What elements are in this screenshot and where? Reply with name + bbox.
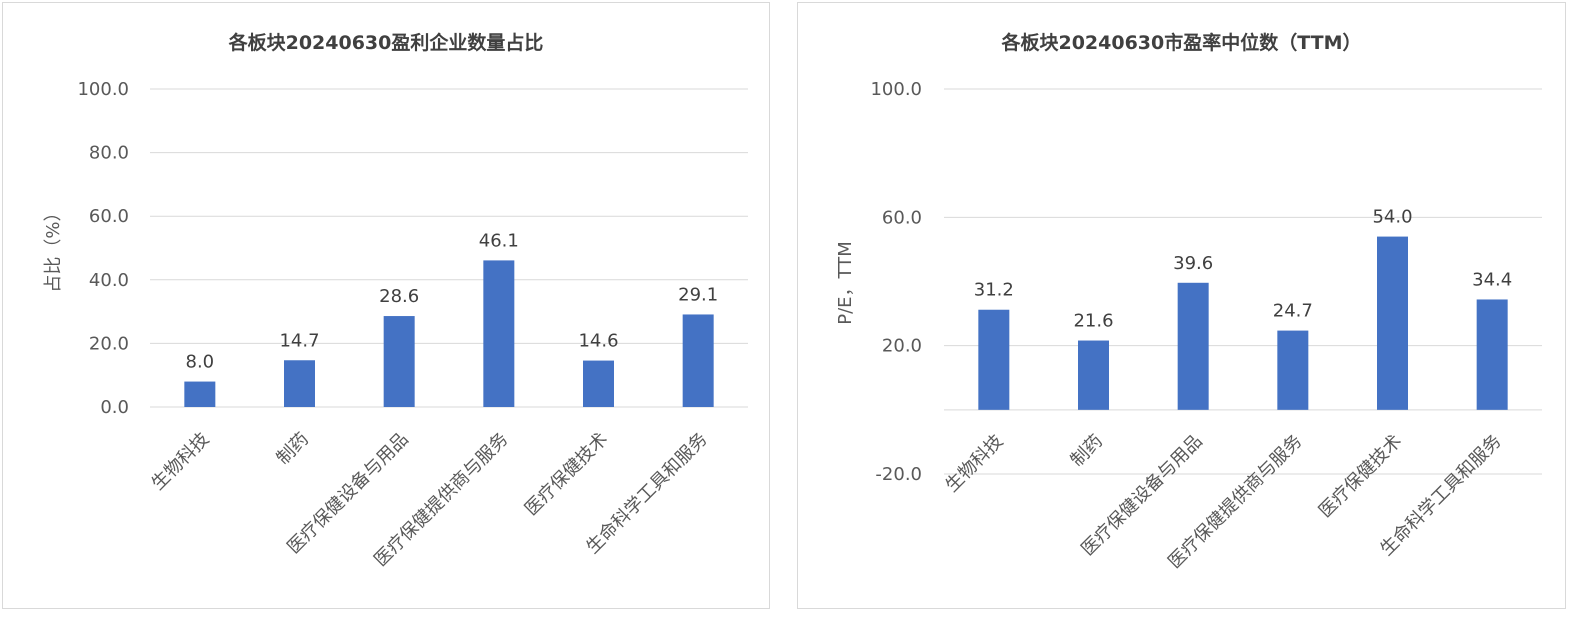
x-category-label: 生物科技 (148, 429, 214, 495)
data-label: 21.6 (1073, 311, 1113, 332)
bar (284, 360, 315, 407)
chart-canvas-profit-share: 0.0 20.0 40.0 60.0 80.0 100.0 8.0 生物科技 14.7 制药 28.… (43, 79, 748, 571)
x-category-label: 医疗保健技术 (1315, 431, 1406, 522)
bar (184, 381, 216, 407)
bar (383, 316, 415, 407)
bar (1476, 299, 1508, 410)
y-tick-label: 0.0 (100, 397, 129, 418)
data-label: 24.7 (1273, 301, 1313, 322)
data-label: 31.2 (974, 280, 1014, 301)
y-axis-title: 占比（%） (43, 203, 64, 292)
y-tick-label: 20.0 (89, 333, 129, 354)
x-category-label: 医疗保健技术 (521, 429, 612, 520)
data-label: 39.6 (1173, 253, 1213, 274)
y-tick-label: 60.0 (89, 206, 129, 227)
data-label: 29.1 (678, 284, 718, 305)
chart-title: 各板块20240630盈利企业数量占比 (228, 32, 544, 54)
data-label: 14.7 (279, 330, 319, 351)
bar (1277, 330, 1309, 410)
y-tick-label: 100.0 (870, 79, 922, 100)
bar (583, 360, 614, 407)
y-tick-label: 80.0 (89, 143, 129, 164)
bar (1377, 236, 1408, 410)
bar (978, 309, 1010, 410)
x-category-label: 制药 (1067, 431, 1107, 471)
bar (682, 314, 714, 407)
data-label: 8.0 (186, 352, 215, 373)
y-tick-label: 20.0 (882, 336, 922, 357)
data-label: 34.4 (1472, 269, 1512, 290)
bar (1177, 282, 1209, 410)
x-category-label: 制药 (273, 429, 313, 469)
chart-canvas-pe-median: -20.0 20.0 60.0 100.0 31.2 生物科技 21.6 制药 39.6 医疗保健… (835, 79, 1542, 573)
y-tick-label: 40.0 (89, 270, 129, 291)
chart-title: 各板块20240630市盈率中位数（TTM） (1001, 32, 1362, 54)
data-label: 28.6 (379, 286, 419, 307)
x-category-label: 生物科技 (942, 431, 1008, 497)
chart-panel-profit-share: 各板块20240630盈利企业数量占比 0.0 20.0 40.0 60.0 80.0 1… (2, 2, 770, 609)
bar (483, 260, 515, 407)
bar (1078, 340, 1109, 410)
y-axis-title: P/E，TTM (835, 241, 856, 325)
y-tick-label: 60.0 (882, 207, 922, 228)
data-label: 54.0 (1372, 207, 1412, 228)
chart-panel-pe-median: 各板块20240630市盈率中位数（TTM） -20.0 20.0 60.0 100.… (797, 2, 1566, 609)
data-label: 14.6 (578, 331, 618, 352)
data-label: 46.1 (479, 230, 519, 251)
y-tick-label: 100.0 (77, 79, 129, 100)
y-tick-label: -20.0 (875, 464, 922, 485)
